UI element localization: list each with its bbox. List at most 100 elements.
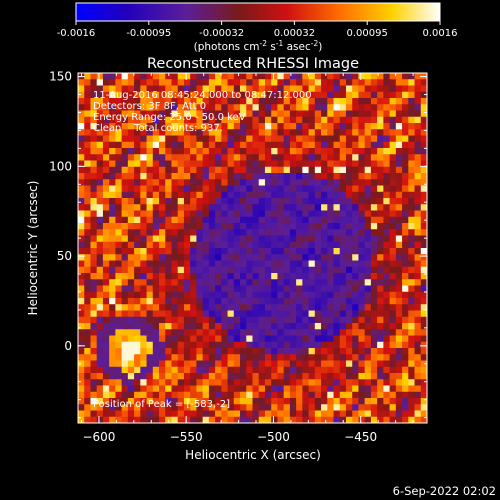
heatmap-cell (190, 279, 197, 286)
heatmap-cell (283, 360, 291, 368)
heatmap-cell (321, 223, 328, 230)
heatmap-cell (208, 379, 216, 386)
heatmap-cell (208, 91, 216, 99)
heatmap-cell (96, 385, 104, 393)
heatmap-cell (140, 235, 147, 243)
heatmap-cell (277, 104, 285, 111)
heatmap-cell (109, 116, 116, 124)
heatmap-cell (283, 135, 291, 143)
heatmap-cell (202, 316, 210, 324)
heatmap-cell (102, 204, 110, 211)
heatmap-cell (364, 366, 372, 374)
heatmap-cell (277, 191, 285, 199)
heatmap-cell (277, 404, 285, 411)
heatmap-cell (190, 341, 197, 349)
heatmap-cell (190, 254, 197, 261)
heatmap-cell (314, 248, 322, 255)
heatmap-cell (277, 185, 285, 193)
heatmap-cell (183, 391, 191, 399)
heatmap-cell (146, 91, 154, 99)
heatmap-cell (339, 379, 347, 386)
heatmap-cell (215, 148, 222, 155)
heatmap-cell (127, 279, 135, 286)
heatmap-cell (208, 191, 216, 199)
heatmap-cell (302, 254, 309, 261)
heatmap-cell (102, 273, 110, 280)
heatmap-cell (345, 404, 353, 411)
heatmap-cell (420, 385, 427, 393)
heatmap-cell (215, 116, 222, 124)
heatmap-cell (402, 223, 409, 230)
annotation-detectors: Detectors: 3F 8F, Att 0 (93, 101, 206, 112)
heatmap-cell (90, 404, 98, 411)
heatmap-cell (227, 179, 235, 186)
heatmap-cell (146, 198, 154, 205)
heatmap-cell (134, 398, 141, 405)
heatmap-cell (127, 154, 135, 161)
heatmap-cell (240, 391, 247, 399)
heatmap-cell (308, 79, 316, 86)
heatmap-cell (258, 316, 266, 324)
heatmap-cell (202, 266, 210, 274)
heatmap-cell (370, 323, 378, 330)
heatmap-cell (102, 123, 110, 130)
heatmap-cell (402, 260, 409, 268)
heatmap-cell (134, 298, 141, 305)
heatmap-cell (377, 260, 384, 268)
heatmap-cell (420, 354, 427, 361)
heatmap-cell (165, 248, 172, 255)
heatmap-cell (277, 135, 285, 143)
y-tick-label: 100 (49, 159, 72, 173)
heatmap-cell (327, 210, 334, 218)
heatmap-cell (395, 416, 403, 423)
heatmap-cell (339, 223, 347, 230)
heatmap-cell (289, 141, 297, 149)
heatmap-cell (202, 329, 210, 336)
heatmap-cell (333, 410, 341, 418)
heatmap-cell (389, 416, 397, 423)
heatmap-cell (289, 235, 297, 243)
heatmap-cell (140, 354, 147, 361)
heatmap-cell (233, 173, 241, 180)
heatmap-cell (302, 360, 309, 368)
heatmap-cell (246, 335, 253, 343)
heatmap-cell (352, 379, 359, 386)
heatmap-cell (221, 398, 228, 405)
heatmap-cell (84, 129, 91, 136)
heatmap-cell (271, 416, 278, 423)
heatmap-cell (227, 229, 235, 236)
heatmap-cell (383, 260, 391, 268)
heatmap-cell (177, 166, 185, 174)
heatmap-cell (389, 360, 397, 368)
heatmap-cell (277, 110, 285, 118)
heatmap-cell (190, 185, 197, 193)
heatmap-cell (339, 73, 347, 80)
heatmap-cell (271, 391, 278, 399)
heatmap-cell (165, 216, 172, 224)
heatmap-cell (395, 129, 403, 136)
heatmap-cell (115, 216, 123, 224)
heatmap-cell (271, 79, 278, 86)
heatmap-cell (277, 79, 285, 86)
heatmap-cell (109, 204, 116, 211)
heatmap-cell (190, 248, 197, 255)
heatmap-cell (352, 279, 359, 286)
heatmap-cell (420, 366, 427, 374)
heatmap-cell (134, 116, 141, 124)
heatmap-cell (352, 273, 359, 280)
heatmap-cell (190, 335, 197, 343)
heatmap-cell (190, 316, 197, 324)
heatmap-cell (370, 354, 378, 361)
heatmap-cell (183, 379, 191, 386)
heatmap-cell (314, 229, 322, 236)
heatmap-cell (333, 335, 341, 343)
heatmap-cell (196, 91, 204, 99)
heatmap-cell (352, 298, 359, 305)
heatmap-cell (202, 241, 210, 249)
heatmap-cell (78, 379, 85, 386)
heatmap-cell (420, 410, 427, 418)
heatmap-cell (177, 354, 185, 361)
heatmap-cell (370, 260, 378, 268)
heatmap-cell (364, 354, 372, 361)
heatmap-cell (302, 341, 309, 349)
